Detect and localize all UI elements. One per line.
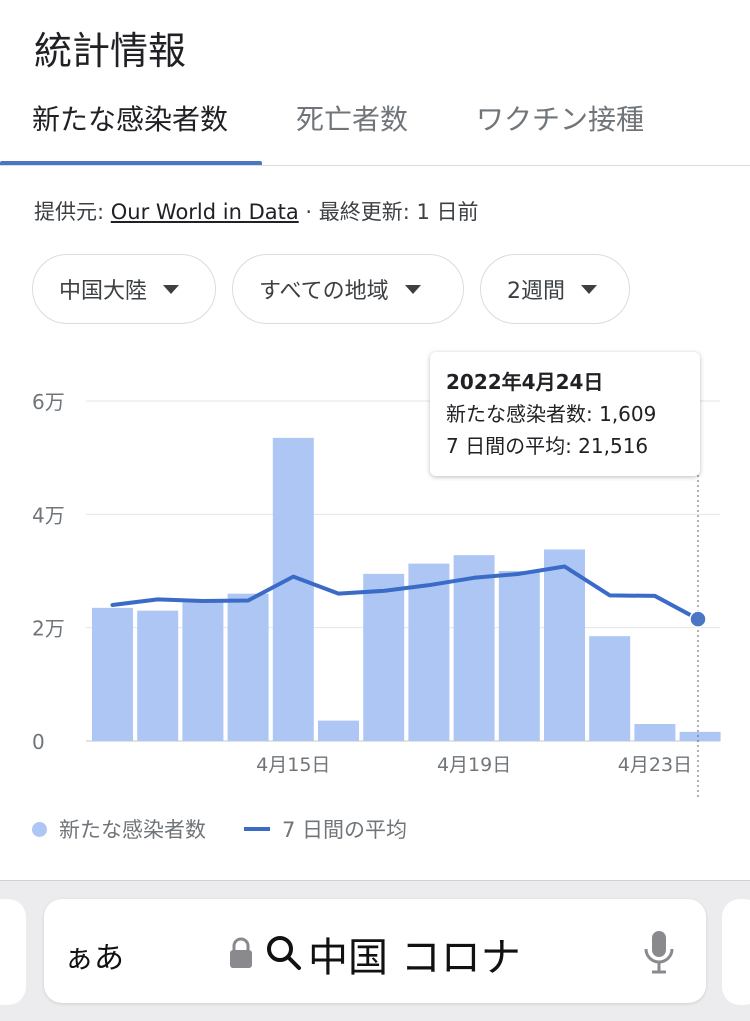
microphone-icon[interactable] xyxy=(642,929,676,979)
region-dropdown-label: 中国大陸 xyxy=(59,279,148,304)
bar-4月17日[interactable] xyxy=(363,573,405,741)
x-tick-label: 4月23日 xyxy=(618,754,692,776)
y-tick-label: 2万 xyxy=(32,617,65,641)
bar-4月11日[interactable] xyxy=(92,607,133,741)
active-tab-indicator xyxy=(0,161,262,165)
address-query: 中国 コロナ xyxy=(308,935,521,981)
tooltip-cases: 新たな感染者数: 1,609 xyxy=(446,402,657,426)
y-tick-label: 6万 xyxy=(32,390,65,414)
tab-bar: 新たな感染者数 死亡者数 ワクチン接種 xyxy=(0,90,750,166)
source-link[interactable]: Our World in Data xyxy=(110,200,299,224)
tab-vaccinations[interactable]: ワクチン接種 xyxy=(476,103,645,136)
y-tick-label: 4万 xyxy=(32,503,65,527)
bar-4月23日[interactable] xyxy=(634,724,676,741)
source-prefix: 提供元: xyxy=(34,200,111,224)
cases-chart[interactable]: 0 2万 4万 6万 4月15日 4月19日 4月23日 xyxy=(0,340,750,810)
chevron-down-icon xyxy=(163,284,180,294)
page-title: 統計情報 xyxy=(34,29,187,73)
x-tick-label: 4月19日 xyxy=(437,754,511,776)
bar-4月24日[interactable] xyxy=(679,731,721,741)
bar-4月14日[interactable] xyxy=(227,593,269,741)
legend-line-swatch xyxy=(244,827,270,831)
source-line: 提供元: Our World in Data · 最終更新: 1 日前 xyxy=(34,196,479,226)
tab-new-cases[interactable]: 新たな感染者数 xyxy=(32,103,229,136)
period-dropdown-label: 2週間 xyxy=(507,279,565,304)
chart-tooltip: 2022年4月24日 新たな感染者数: 1,609 7 日間の平均: 21,51… xyxy=(430,352,700,476)
page-settings-button[interactable]: ぁあ xyxy=(64,941,124,976)
tooltip-average: 7 日間の平均: 21,516 xyxy=(446,434,649,458)
chevron-down-icon xyxy=(581,284,597,294)
previous-tab-card[interactable] xyxy=(0,899,26,1005)
bar-4月12日[interactable] xyxy=(137,610,179,741)
region-dropdown[interactable]: 中国大陸 xyxy=(32,254,216,324)
tooltip-date: 2022年4月24日 xyxy=(446,370,604,394)
period-dropdown[interactable]: 2週間 xyxy=(480,254,630,324)
bar-4月22日[interactable] xyxy=(589,636,631,741)
bar-4月18日[interactable] xyxy=(408,563,450,741)
y-tick-label: 0 xyxy=(32,730,45,754)
browser-toolbar: ぁあ 中国 コロナ xyxy=(0,880,750,1021)
legend-bar-label: 新たな感染者数 xyxy=(59,818,206,842)
chart-legend: 新たな感染者数 7 日間の平均 xyxy=(32,814,407,844)
average-line xyxy=(110,564,700,622)
area-dropdown[interactable]: すべての地域 xyxy=(232,254,464,324)
area-dropdown-label: すべての地域 xyxy=(259,279,389,304)
next-tab-card[interactable] xyxy=(722,899,750,1005)
bar-4月15日[interactable] xyxy=(272,437,314,741)
legend-line-label: 7 日間の平均 xyxy=(282,818,408,842)
bar-4月21日[interactable] xyxy=(544,549,585,741)
address-bar[interactable]: ぁあ 中国 コロナ xyxy=(44,899,706,1003)
tab-deaths[interactable]: 死亡者数 xyxy=(296,103,409,136)
x-tick-label: 4月15日 xyxy=(256,754,330,776)
source-updated: · 最終更新: 1 日前 xyxy=(298,200,479,224)
search-icon xyxy=(264,933,304,977)
legend-bar-swatch xyxy=(32,821,47,837)
bar-4月16日[interactable] xyxy=(318,720,359,741)
bar-4月13日[interactable] xyxy=(182,602,224,741)
lock-icon xyxy=(228,937,254,973)
bar-4月20日[interactable] xyxy=(498,571,540,741)
bar-4月19日[interactable] xyxy=(453,555,495,741)
chevron-down-icon xyxy=(404,284,421,294)
highlight-point xyxy=(689,610,707,628)
